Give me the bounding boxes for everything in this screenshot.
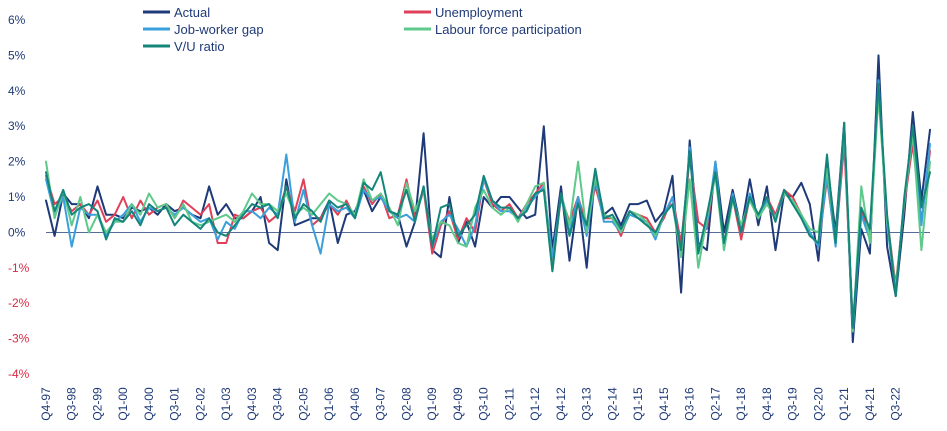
y-tick-label: 4%: [8, 84, 26, 98]
y-axis: 6% 5% 4% 3% 2% 1% 0% -1% -2% -3% -4%: [8, 13, 30, 381]
y-tick-label: -1%: [8, 261, 30, 275]
legend-label: Actual: [174, 5, 210, 20]
legend-label: V/U ratio: [174, 39, 225, 54]
x-tick-label: Q4-09: [451, 387, 465, 421]
x-tick-label: Q4-12: [554, 387, 568, 421]
x-tick-label: Q1-12: [528, 387, 542, 421]
series-lines: [45, 54, 931, 344]
x-tick-label: Q3-19: [786, 387, 800, 421]
x-tick-label: Q4-00: [142, 387, 156, 421]
legend: Actual Unemployment Job-worker gap Labour f…: [143, 5, 582, 54]
y-tick-label: -3%: [8, 332, 30, 346]
x-tick-label: Q3-10: [477, 387, 491, 421]
y-tick-label: 3%: [8, 119, 26, 133]
y-tick-label: 2%: [8, 155, 26, 169]
y-tick-label: 1%: [8, 190, 26, 204]
x-tick-label: Q3-01: [168, 387, 182, 421]
y-tick-label: -2%: [8, 296, 30, 310]
x-tick-label: Q4-03: [245, 387, 259, 421]
y-tick-label: 0%: [8, 225, 26, 239]
legend-label: Labour force participation: [435, 22, 582, 37]
legend-label: Job-worker gap: [174, 22, 264, 37]
x-tick-label: Q4-15: [657, 387, 671, 421]
series-line-v-u-ratio: [45, 82, 931, 329]
x-tick-label: Q3-13: [580, 387, 594, 421]
x-tick-label: Q4-21: [863, 387, 877, 421]
x-tick-label: Q2-05: [296, 387, 310, 421]
x-tick-label: Q1-06: [322, 387, 336, 421]
y-tick-label: 5%: [8, 48, 26, 62]
y-tick-label: 6%: [8, 13, 26, 27]
x-tick-label: Q4-18: [760, 387, 774, 421]
x-tick-label: Q1-00: [116, 387, 130, 421]
x-axis: Q4-97 Q3-98 Q2-99 Q1-00 Q4-00 Q3-01 Q2-02 Q1-03…: [39, 387, 903, 421]
x-tick-label: Q2-20: [811, 387, 825, 421]
x-tick-label: Q4-06: [348, 387, 362, 421]
x-tick-label: Q2-11: [502, 387, 516, 420]
x-tick-label: Q3-04: [271, 387, 285, 421]
y-tick-label: -4%: [8, 367, 30, 381]
x-tick-label: Q3-98: [65, 387, 79, 421]
x-tick-label: Q1-03: [219, 387, 233, 421]
legend-label: Unemployment: [435, 5, 523, 20]
x-tick-label: Q2-17: [708, 387, 722, 421]
x-tick-label: Q3-16: [683, 387, 697, 421]
x-tick-label: Q2-08: [399, 387, 413, 421]
x-tick-label: Q2-02: [193, 387, 207, 421]
x-tick-label: Q1-15: [631, 387, 645, 421]
x-tick-label: Q3-22: [889, 387, 903, 421]
x-tick-label: Q3-07: [374, 387, 388, 421]
x-tick-label: Q2-14: [605, 387, 619, 421]
x-tick-label: Q2-99: [90, 387, 104, 421]
x-tick-label: Q1-09: [425, 387, 439, 421]
x-tick-label: Q1-21: [837, 387, 851, 421]
x-tick-label: Q4-97: [39, 387, 53, 421]
x-tick-label: Q1-18: [734, 387, 748, 421]
